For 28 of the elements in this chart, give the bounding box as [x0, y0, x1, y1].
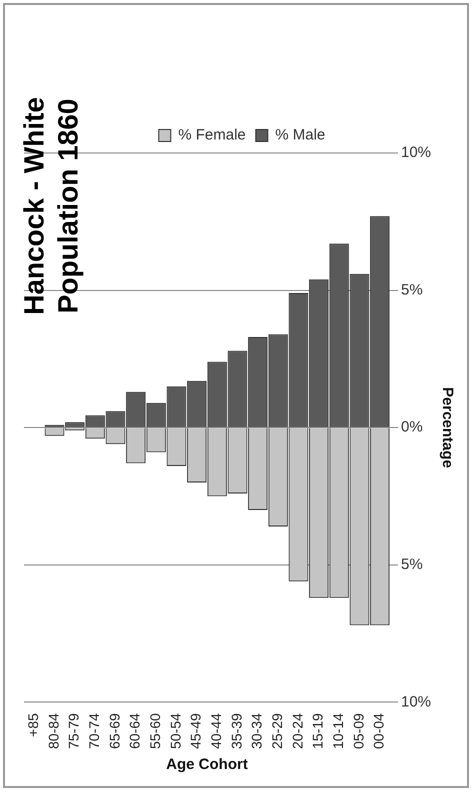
x-tick-label: 35-39 [228, 712, 244, 750]
x-tick-label: 10-14 [330, 712, 346, 750]
x-tick-label: 45-49 [188, 712, 204, 750]
x-tick-label: 25-29 [269, 712, 286, 750]
y-tick-label: 10% [400, 144, 432, 162]
y-tick-label: 5% [400, 556, 423, 574]
x-axis-title: Age Cohort [166, 756, 248, 774]
x-tick-label: +85 [25, 712, 42, 737]
x-tick-label: 40-44 [208, 712, 224, 750]
x-tick-label: 00-04 [370, 712, 387, 750]
x-tick-label: 80-84 [45, 712, 62, 750]
y-tick-label: 0% [400, 418, 423, 436]
x-tick-label: 50-54 [167, 712, 184, 750]
text: Hancock - White Population 1860 [18, 97, 84, 315]
x-tick-label: 70-74 [86, 712, 102, 750]
y-tick-label: 10% [400, 693, 432, 710]
x-tick-label: 65-69 [106, 712, 122, 750]
x-tick-label: 05-09 [350, 712, 366, 750]
x-tick-label: 30-34 [248, 712, 265, 750]
x-tick-label: 60-64 [126, 712, 143, 750]
legend-label: % Male [275, 126, 326, 144]
legend-label: % Female [178, 126, 246, 144]
x-tick-label: 15-19 [310, 712, 326, 750]
x-tick-label: 55-60 [147, 712, 164, 750]
x-tick-label: 20-24 [289, 712, 306, 750]
y-axis-title: Percentage [438, 387, 456, 468]
y-tick-label: 5% [400, 281, 423, 298]
x-tick-label: 75-79 [66, 712, 82, 750]
